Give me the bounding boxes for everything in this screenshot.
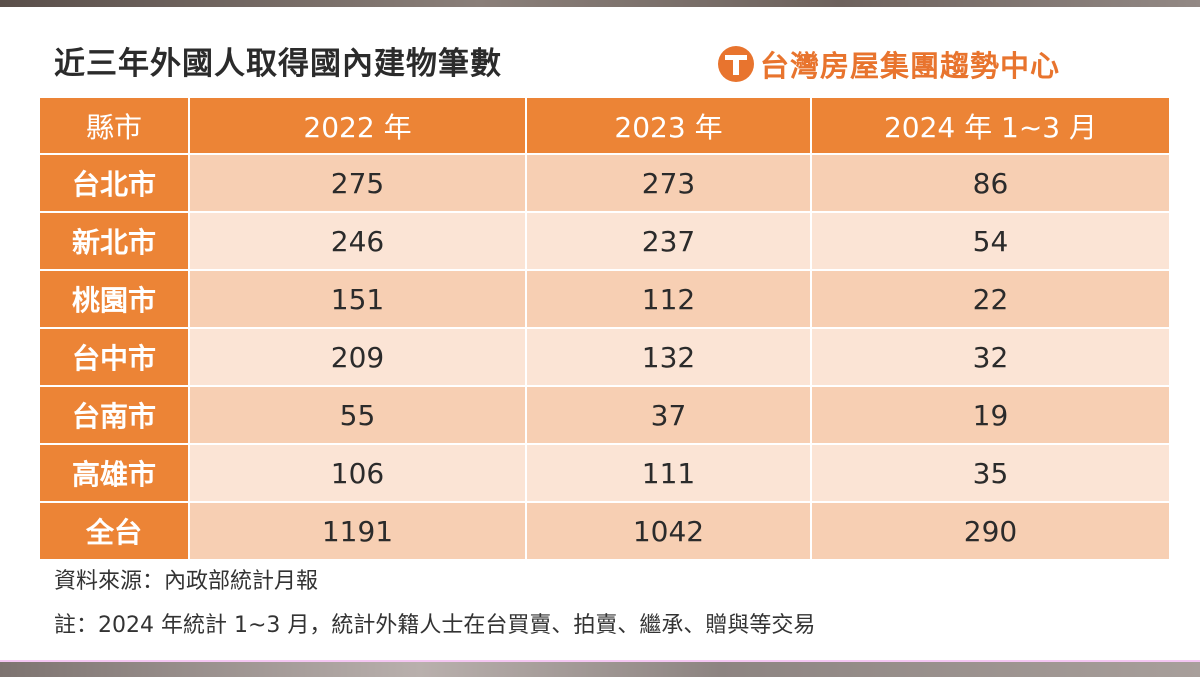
table-cell: 151	[190, 271, 525, 327]
row-region-label: 台北市	[40, 155, 188, 211]
brand-t-icon	[718, 46, 754, 82]
table-cell: 55	[190, 387, 525, 443]
table-cell: 111	[527, 445, 810, 501]
table-cell: 237	[527, 213, 810, 269]
column-header-region: 縣市	[40, 98, 188, 153]
column-header-2023: 2023 年	[527, 98, 810, 153]
table-cell: 54	[812, 213, 1169, 269]
table-cell: 290	[812, 503, 1169, 559]
table-row: 台北市 275 273 86	[40, 155, 1169, 211]
brand-name: 台灣房屋集團趨勢中心	[760, 49, 1061, 83]
table-cell: 106	[190, 445, 525, 501]
column-header-2024: 2024 年 1~3 月	[812, 98, 1169, 153]
row-region-label: 新北市	[40, 213, 188, 269]
table-cell: 35	[812, 445, 1169, 501]
table-cell: 86	[812, 155, 1169, 211]
table-row: 桃園市 151 112 22	[40, 271, 1169, 327]
top-frame-bar	[0, 0, 1200, 7]
table-cell: 37	[527, 387, 810, 443]
table-cell: 19	[812, 387, 1169, 443]
table-cell: 275	[190, 155, 525, 211]
row-region-label: 台中市	[40, 329, 188, 385]
table-header-row: 縣市 2022 年 2023 年 2024 年 1~3 月	[40, 98, 1169, 153]
data-table: 縣市 2022 年 2023 年 2024 年 1~3 月 台北市 275 27…	[38, 96, 1171, 561]
row-region-label: 高雄市	[40, 445, 188, 501]
brand-logo: 台灣房屋集團趨勢中心	[718, 44, 1060, 84]
table-cell: 1042	[527, 503, 810, 559]
table-row: 新北市 246 237 54	[40, 213, 1169, 269]
table-cell: 32	[812, 329, 1169, 385]
table-row: 高雄市 106 111 35	[40, 445, 1169, 501]
table-cell: 273	[527, 155, 810, 211]
source-note: 資料來源：內政部統計月報	[54, 569, 319, 594]
table-cell: 246	[190, 213, 525, 269]
table-cell: 209	[190, 329, 525, 385]
footnote: 註：2024 年統計 1~3 月，統計外籍人士在台買賣、拍賣、繼承、贈與等交易	[54, 613, 816, 638]
table-row-total: 全台 1191 1042 290	[40, 503, 1169, 559]
table-row: 台南市 55 37 19	[40, 387, 1169, 443]
table-row: 台中市 209 132 32	[40, 329, 1169, 385]
table-cell: 22	[812, 271, 1169, 327]
table-cell: 132	[527, 329, 810, 385]
column-header-2022: 2022 年	[190, 98, 525, 153]
table-cell: 1191	[190, 503, 525, 559]
table-cell: 112	[527, 271, 810, 327]
row-region-label: 全台	[40, 503, 188, 559]
page-title: 近三年外國人取得國內建物筆數	[54, 46, 502, 82]
row-region-label: 桃園市	[40, 271, 188, 327]
bottom-frame-bar	[0, 660, 1200, 677]
row-region-label: 台南市	[40, 387, 188, 443]
